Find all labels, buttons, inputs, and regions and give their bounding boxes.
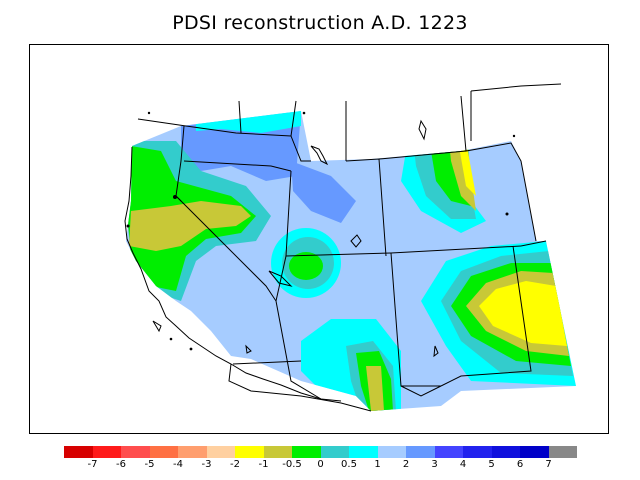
colorbar-swatch	[377, 446, 406, 458]
pdsi-map	[124, 83, 576, 412]
contour-idaho-blue	[291, 161, 356, 223]
colorbar-label: -5	[144, 459, 155, 470]
colorbar-label: -1	[258, 459, 269, 470]
colorbar-label: -3	[201, 459, 212, 470]
colorbar-swatch	[491, 446, 520, 458]
colorbar-label: 7	[545, 459, 552, 470]
colorbar-label: 6	[516, 459, 524, 470]
colorbar-swatch	[206, 446, 235, 458]
colorbar-swatch	[548, 446, 577, 458]
contour-wc-olive	[129, 201, 251, 251]
colorbar-swatch	[320, 446, 349, 458]
colorbar-label: -4	[173, 459, 183, 470]
colorbar-label: 1	[374, 459, 381, 470]
colorbar-label: -6	[116, 459, 126, 470]
colorbar-label: 2	[402, 459, 410, 470]
colorbar-swatch	[463, 446, 492, 458]
colorbar-swatch	[406, 446, 435, 458]
state-boundaries	[124, 83, 562, 412]
colorbar-swatch	[92, 446, 121, 458]
colorbar-swatch	[64, 446, 93, 458]
colorbar-swatch	[292, 446, 321, 458]
map-title: PDSI reconstruction A.D. 1223	[172, 12, 468, 34]
contour-center-green	[289, 252, 323, 280]
colorbar-swatch	[434, 446, 463, 458]
colorbar-label: -0.5	[282, 459, 302, 470]
colorbar-label: -7	[87, 459, 98, 470]
contour-ne-yellow	[458, 141, 476, 196]
colorbar-label: -2	[230, 459, 240, 470]
colorbar-label: 0	[317, 459, 324, 470]
map-frame	[29, 44, 609, 434]
colorbar-swatch	[121, 446, 150, 458]
colorbar-label: 5	[488, 459, 495, 470]
colorbar-swatch	[349, 446, 378, 458]
colorbar-label: 0.5	[341, 459, 357, 470]
lakes	[152, 119, 439, 358]
colorbar-swatch	[149, 446, 178, 458]
colorbar-swatch	[263, 446, 292, 458]
colorbar-swatch	[520, 446, 549, 458]
colorbar-label: 4	[459, 459, 467, 470]
colorbar-labels: -7 -6 -5 -4 -3 -2 -1 -0.5 0 0.5 1 2 3 4 5 6 7	[64, 459, 578, 473]
contour-s-olive	[366, 366, 384, 411]
colorbar-swatch	[235, 446, 264, 458]
colorbar-swatch	[178, 446, 207, 458]
colorbar-label: 3	[431, 459, 438, 470]
small-islands	[126, 111, 516, 351]
colorbar	[64, 446, 577, 458]
